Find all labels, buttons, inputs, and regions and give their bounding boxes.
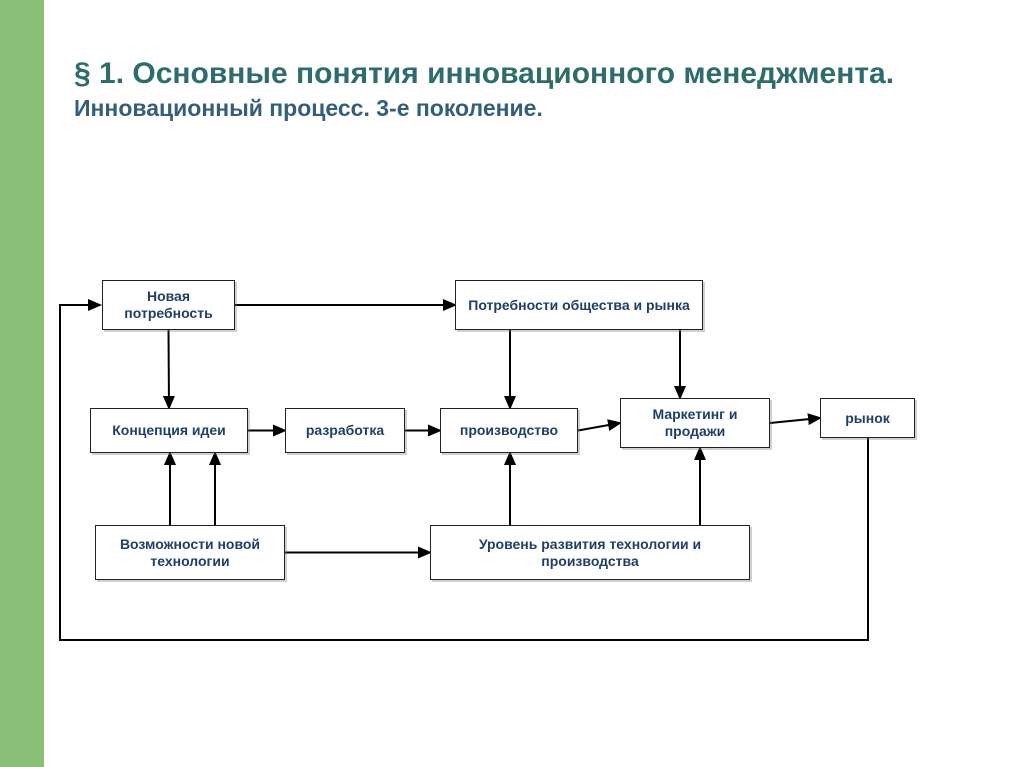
- node-n2: Потребности общества и рынка: [455, 280, 703, 330]
- flowchart: Новая потребность Потребности общества и …: [0, 0, 1024, 767]
- node-n4: разработка: [285, 408, 405, 453]
- node-n8: Возможности новой технологии: [95, 525, 285, 580]
- node-n3: Концепция идеи: [90, 408, 248, 453]
- node-n7: рынок: [820, 398, 915, 438]
- node-n6: Маркетинг и продажи: [620, 398, 770, 448]
- flowchart-arrows: [0, 0, 1024, 767]
- node-n5: производство: [440, 408, 578, 453]
- node-n1: Новая потребность: [102, 280, 235, 330]
- node-n9: Уровень развития технологии и производст…: [430, 525, 750, 580]
